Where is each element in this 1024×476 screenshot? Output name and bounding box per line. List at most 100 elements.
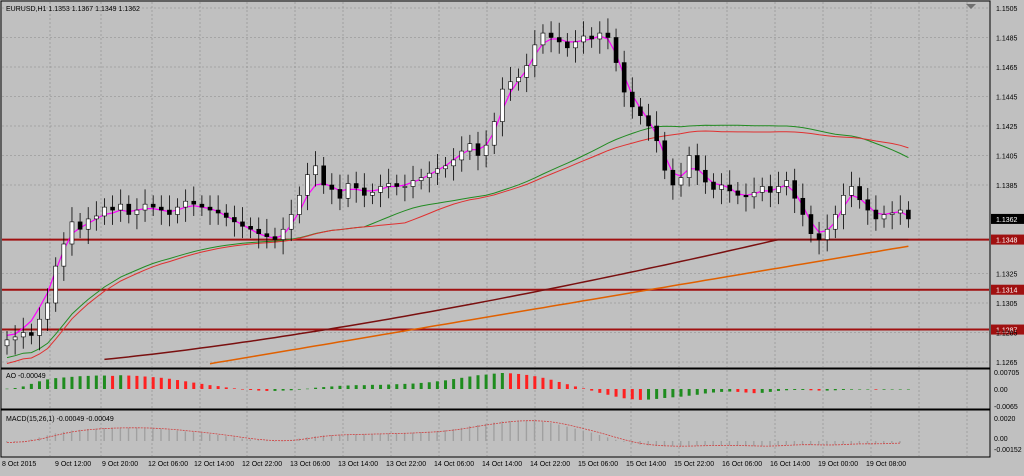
macd-bar	[631, 441, 633, 444]
candle-body	[378, 186, 383, 193]
x-tick-label: 13 Oct 22:00	[386, 461, 426, 468]
ao-bar	[460, 377, 464, 389]
macd-bar	[639, 441, 641, 445]
level-price-box	[991, 284, 1024, 295]
x-tick-label: 16 Oct 06:00	[722, 461, 762, 468]
ao-bar	[541, 377, 545, 389]
candle-body	[12, 336, 18, 341]
macd-bar	[582, 430, 584, 441]
candle-body	[597, 32, 603, 40]
macd-bar	[525, 420, 528, 441]
candle-body	[183, 200, 188, 208]
macd-bar	[777, 441, 779, 446]
candle-body	[410, 180, 416, 187]
ao-bar	[46, 379, 50, 389]
ao-bar	[841, 389, 845, 390]
macd-bar	[30, 439, 32, 441]
macd-bar	[168, 429, 170, 441]
y-tick-label: 1.1505	[996, 6, 1018, 13]
candle-body	[20, 332, 26, 338]
macd-bar	[696, 441, 698, 446]
candle-body	[646, 115, 651, 127]
macd-bar	[111, 427, 113, 441]
x-tick-label: 12 Oct 22:00	[242, 461, 282, 468]
candle-body	[297, 195, 302, 215]
ao-bar	[444, 380, 448, 389]
ao-bar	[200, 383, 204, 389]
candle-body	[808, 214, 814, 234]
candle-body	[629, 91, 635, 108]
ao-bar	[476, 375, 480, 389]
macd-bar	[858, 441, 861, 444]
ao-bar	[143, 376, 147, 389]
macd-bar	[363, 434, 365, 441]
x-tick-label: 13 Oct 14:00	[338, 461, 378, 468]
ao-bar	[890, 389, 894, 390]
y-tick-label: 1.1485	[996, 36, 1018, 43]
candle-body	[167, 209, 172, 215]
x-tick-label: 14 Oct 06:00	[434, 461, 474, 468]
candle-body	[37, 318, 42, 336]
current-price-box	[991, 213, 1024, 224]
ao-bar	[232, 388, 236, 389]
ao-bar	[37, 381, 41, 389]
ao-bar	[370, 384, 374, 389]
ao-bar	[760, 389, 764, 393]
level-price-label: 1.1287	[996, 328, 1018, 335]
macd-bar	[476, 425, 479, 441]
macd-bar	[387, 433, 390, 441]
ao-bar	[590, 389, 594, 391]
scroll-marker-icon[interactable]	[966, 4, 976, 9]
macd-bar	[541, 421, 544, 441]
ao-bar	[606, 389, 610, 395]
ao-bar	[484, 374, 488, 389]
macd-bar	[712, 441, 714, 446]
moving-averages	[6, 35, 909, 365]
ao-bar	[687, 389, 691, 396]
macd-bar	[412, 432, 414, 441]
macd-bar	[704, 441, 706, 446]
ao-bar	[671, 389, 675, 398]
ao-bar	[86, 375, 90, 389]
candle-body	[735, 190, 741, 196]
ao-bar	[906, 389, 910, 390]
ao-bar	[257, 389, 261, 391]
macd-bar	[753, 441, 755, 447]
candle-body	[337, 189, 343, 199]
candle-body	[906, 209, 911, 220]
macd-bar	[460, 427, 463, 441]
candles	[4, 18, 911, 355]
candle-body	[711, 181, 716, 190]
ao-y-tick-label: 0.00705	[994, 370, 1019, 377]
macd-bar	[501, 421, 503, 441]
ao-bar	[29, 383, 33, 389]
candle-body	[654, 125, 659, 142]
ao-bar	[330, 386, 334, 389]
candle-body	[800, 197, 806, 215]
macd-bar	[160, 429, 162, 441]
ao-bar	[111, 375, 115, 389]
macd-bar	[826, 441, 828, 445]
candle-body	[85, 218, 91, 230]
ao-bar	[744, 389, 748, 393]
ao-bar	[711, 389, 715, 393]
candle-body	[394, 183, 400, 187]
macd-bar	[119, 427, 122, 441]
candle-body	[833, 214, 838, 230]
candle-body	[532, 44, 538, 66]
macd-bar	[728, 441, 731, 446]
ao-bar	[679, 389, 683, 397]
candle-body	[134, 209, 140, 215]
macd-bar	[558, 424, 560, 441]
candle-body	[232, 217, 237, 223]
macd-bar	[533, 421, 536, 441]
ao-bar	[582, 388, 586, 389]
current-price-label: 1.1362	[996, 217, 1018, 224]
candle-body	[110, 206, 115, 211]
ao-bar	[525, 374, 529, 389]
macd-bar	[371, 433, 373, 441]
macd-bar	[62, 431, 65, 441]
candle-body	[581, 35, 586, 43]
candle-body	[694, 155, 700, 171]
